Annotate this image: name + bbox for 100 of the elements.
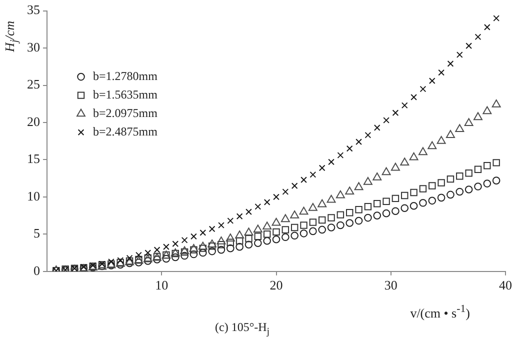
point [428,196,436,205]
point [464,118,474,126]
point [272,235,280,244]
y-tick-label: 0 [34,262,40,278]
point [474,112,482,120]
point [419,185,427,192]
point [336,221,344,230]
point [346,208,354,216]
point [337,152,344,158]
y-tick-label: 35 [27,2,40,18]
point [428,141,437,150]
point [392,207,400,215]
point [299,206,308,215]
point [318,226,326,234]
point [428,78,436,84]
point [409,152,418,160]
point [245,235,252,242]
point [327,224,336,232]
legend-label: b=2.4875mm [93,124,158,138]
point [227,218,234,224]
point [419,199,427,207]
point [328,158,334,166]
point [218,222,224,228]
point [456,188,464,196]
point [189,244,198,252]
point [218,240,225,248]
point [198,248,207,257]
point [236,237,244,244]
point [492,100,501,108]
point [410,202,418,210]
point [346,219,354,227]
point [446,190,454,199]
point [136,252,142,258]
point [474,182,482,190]
point [364,132,372,138]
point [216,236,226,244]
point [474,166,482,174]
point [418,147,428,156]
point [172,240,179,248]
point [328,214,335,222]
point [282,188,289,195]
point [235,230,244,238]
point [163,244,170,250]
point [447,60,454,67]
point [438,69,444,76]
point [217,246,226,254]
point [355,206,362,214]
point [483,180,492,188]
point [226,244,234,252]
point [318,216,326,224]
point [291,182,298,189]
point [254,203,262,210]
point [208,239,217,248]
point [153,256,161,264]
point [354,182,364,190]
point [392,194,400,202]
point [263,230,271,238]
point [392,110,399,116]
point [400,204,409,212]
point [254,239,262,248]
point [272,228,280,236]
point [154,246,160,253]
point [181,236,188,244]
point [171,253,180,262]
point [318,199,327,208]
point [465,170,472,177]
point [309,218,317,226]
x-tick-label: 40 [499,278,512,293]
point [273,194,280,200]
x-tick-label: 30 [384,278,398,293]
point [208,226,216,232]
point [446,130,455,138]
y-tick-label: 10 [27,188,40,204]
legend-label: b=1.2780mm [93,68,158,83]
y-tick-label: 30 [27,39,40,54]
point [254,232,262,240]
point [492,176,500,184]
point [464,186,473,194]
point [198,242,208,250]
legend-label: b=1.5635mm [93,87,158,102]
point [272,218,281,226]
point [208,242,216,250]
point [226,234,235,242]
point [282,233,290,242]
x-tick-label: 20 [270,278,283,293]
point [208,247,216,256]
x-tick-label: 10 [155,278,168,293]
point [372,172,382,180]
point [466,42,472,49]
point [263,236,271,245]
point [244,228,254,236]
text: (c) 105°-H$_{j}$ [215,320,270,338]
point [345,186,354,195]
point [300,230,308,238]
point [438,179,445,186]
y-tick-label: 15 [27,151,40,166]
point [437,194,446,202]
point [390,162,400,171]
point [199,244,206,252]
point [282,226,290,234]
